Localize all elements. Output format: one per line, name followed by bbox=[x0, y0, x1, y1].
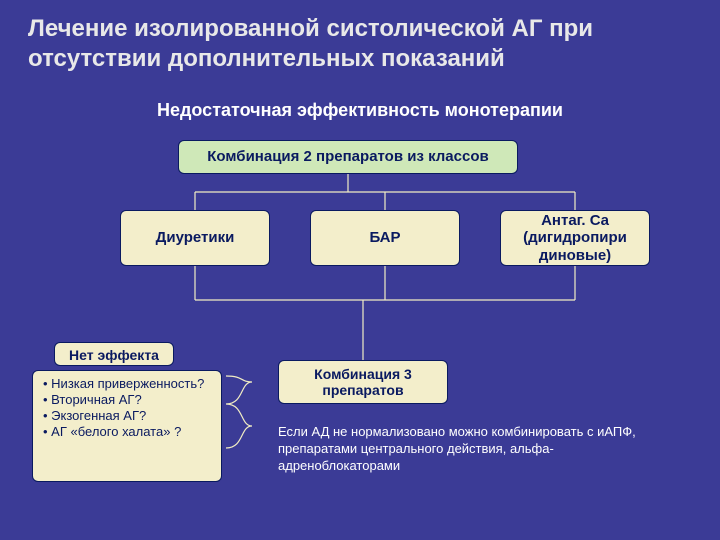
box-combo2: Комбинация 2 препаратов из классов bbox=[178, 140, 518, 174]
no-effect-bullets: • Низкая приверженность? • Вторичная АГ?… bbox=[32, 370, 222, 482]
no-effect-bullets-list: • Низкая приверженность? • Вторичная АГ?… bbox=[33, 371, 221, 446]
slide: Лечение изолированной систолической АГ п… bbox=[0, 0, 720, 540]
box-ca-antagonist: Антаг. Ca (дигидропири диновые) bbox=[500, 210, 650, 266]
no-effect-label-text: Нет эффекта bbox=[55, 343, 173, 367]
no-effect-label: Нет эффекта bbox=[54, 342, 174, 366]
bullet-item: • Экзогенная АГ? bbox=[43, 408, 211, 423]
footnote: Если АД не нормализовано можно комбиниро… bbox=[278, 424, 668, 475]
box-bar: БАР bbox=[310, 210, 460, 266]
box-combo3: Комбинация 3 препаратов bbox=[278, 360, 448, 404]
box-diuretics: Диуретики bbox=[120, 210, 270, 266]
bullet-item: • Вторичная АГ? bbox=[43, 392, 211, 407]
subtitle: Недостаточная эффективность монотерапии bbox=[0, 100, 720, 121]
bullet-item: • Низкая приверженность? bbox=[43, 376, 211, 391]
bullet-item: • АГ «белого халата» ? bbox=[43, 424, 211, 439]
page-title: Лечение изолированной систолической АГ п… bbox=[28, 14, 692, 74]
